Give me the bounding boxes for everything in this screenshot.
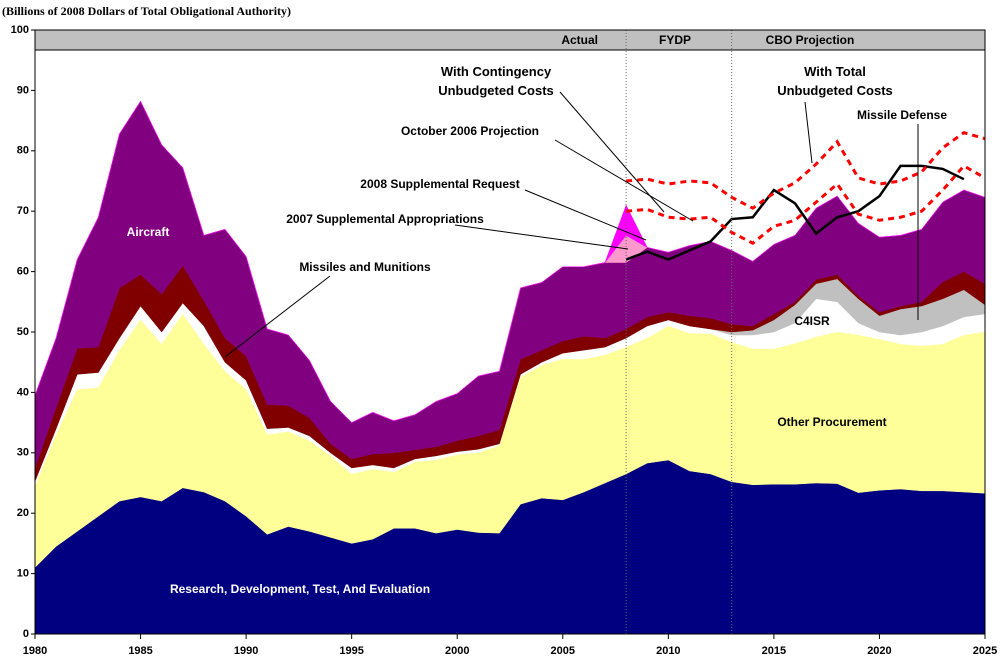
x-tick-label: 2015 xyxy=(762,645,786,657)
y-tick-label: 80 xyxy=(17,145,29,157)
x-tick-label: 2010 xyxy=(656,645,680,657)
lines xyxy=(625,30,986,634)
y-tick-label: 70 xyxy=(17,205,29,217)
line-label: October 2006 Projection xyxy=(401,124,539,138)
x-tick-label: 2025 xyxy=(973,645,997,657)
y-tick-label: 30 xyxy=(17,447,29,459)
x-tick-label: 1980 xyxy=(23,645,47,657)
y-tick-label: 0 xyxy=(23,628,29,640)
x-tick-label: 2020 xyxy=(867,645,891,657)
y-tick-label: 10 xyxy=(17,568,29,580)
series-label: Aircraft xyxy=(127,225,170,239)
line xyxy=(625,163,986,245)
areas xyxy=(34,100,986,635)
y-tick-label: 90 xyxy=(17,84,29,96)
leader-line xyxy=(554,139,694,222)
x-tick-label: 2005 xyxy=(551,645,575,657)
series-label: 2008 Supplemental Request xyxy=(360,177,519,191)
period-label: Actual xyxy=(561,33,598,47)
y-axis-label: (Billions of 2008 Dollars of Total Oblig… xyxy=(2,4,291,18)
y-tick-label: 100 xyxy=(11,24,29,36)
x-tick-label: 1995 xyxy=(339,645,363,657)
leader-line xyxy=(524,189,647,241)
period-label: CBO Projection xyxy=(766,33,855,47)
y-tick-label: 40 xyxy=(17,386,29,398)
x-tick-label: 1985 xyxy=(128,645,152,657)
series-label: 2007 Supplemental Appropriations xyxy=(286,212,484,226)
period-label: FYDP xyxy=(659,33,691,47)
line xyxy=(625,164,965,261)
series-label: Missiles and Munitions xyxy=(299,260,431,274)
line xyxy=(625,131,986,210)
y-tick-label: 50 xyxy=(17,326,29,338)
leader-line xyxy=(804,101,813,164)
area xyxy=(35,298,985,487)
series-label: Research, Development, Test, And Evaluat… xyxy=(170,582,430,596)
series-label: Missile Defense xyxy=(857,108,947,122)
series-label: Other Procurement xyxy=(777,415,886,429)
y-tick-label: 20 xyxy=(17,507,29,519)
axes: 0 10 20 30 40 50 60 70 80 90 100 1980 1985 1990 1995 20… xyxy=(11,24,998,657)
line-label: With Total Unbudgeted Costs xyxy=(777,64,893,98)
leader-line xyxy=(559,91,665,213)
line-label: With Contingency Unbudgeted Costs xyxy=(438,64,554,98)
x-tick-label: 1990 xyxy=(234,645,258,657)
y-tick-label: 60 xyxy=(17,266,29,278)
leader-line xyxy=(454,224,629,250)
x-tick-label: 2000 xyxy=(445,645,469,657)
leader-line xyxy=(224,275,331,358)
series-label: C4ISR xyxy=(794,314,830,328)
